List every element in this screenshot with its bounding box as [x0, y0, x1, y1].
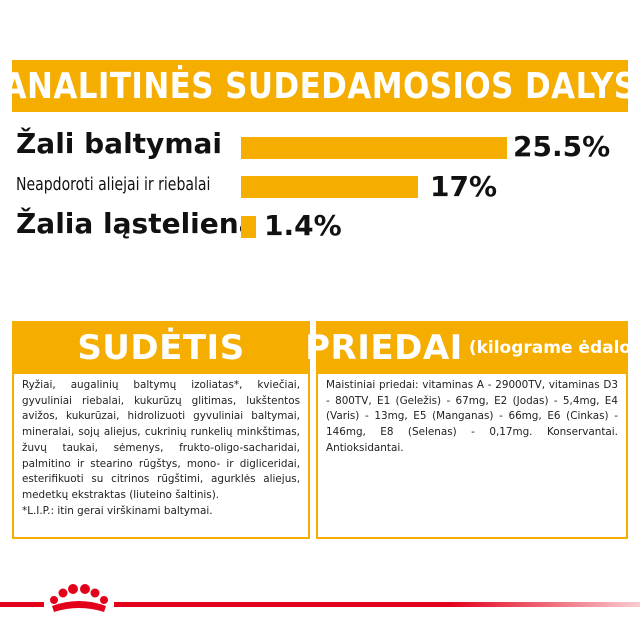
composition-header: SUDĖTIS	[12, 321, 310, 374]
analytics-bar-fat	[241, 176, 418, 198]
brand-line	[0, 602, 640, 607]
analytics-label-fiber: Žalia ląsteliena	[16, 207, 258, 240]
additives-text: Maistiniai priedai: vitaminas A - 29000T…	[326, 379, 618, 454]
analytics-label-protein: Žali baltymai	[16, 127, 222, 160]
composition-footnote: *L.I.P.: itin gerai virškinami baltymai.	[22, 504, 213, 517]
analytics-bar-protein	[241, 137, 507, 159]
analytics-label-fat: Neapdoroti aliejai ir riebalai	[16, 174, 211, 195]
analytics-value-protein: 25.5%	[513, 130, 611, 163]
composition-title: SUDĖTIS	[77, 327, 245, 368]
composition-box: Ryžiai, augalinių baltymų izoliatas*, kv…	[12, 374, 310, 539]
analytics-value-fat: 17%	[430, 170, 498, 203]
additives-subtitle: (kilograme ėdalo)	[468, 337, 639, 358]
composition-text: Ryžiai, augalinių baltymų izoliatas*, kv…	[22, 379, 300, 501]
additives-header: PRIEDAI (kilograme ėdalo)	[305, 321, 639, 374]
analytics-bar-fiber	[241, 216, 256, 238]
additives-title: PRIEDAI	[305, 327, 463, 368]
analytics-title: ANALITINĖS SUDEDAMOSIOS DALYS	[3, 65, 637, 107]
additives-box: Maistiniai priedai: vitaminas A - 29000T…	[316, 374, 628, 539]
analytics-banner: ANALITINĖS SUDEDAMOSIOS DALYS	[3, 60, 637, 112]
analytics-value-fiber: 1.4%	[264, 209, 342, 242]
crown-icon	[44, 582, 114, 616]
